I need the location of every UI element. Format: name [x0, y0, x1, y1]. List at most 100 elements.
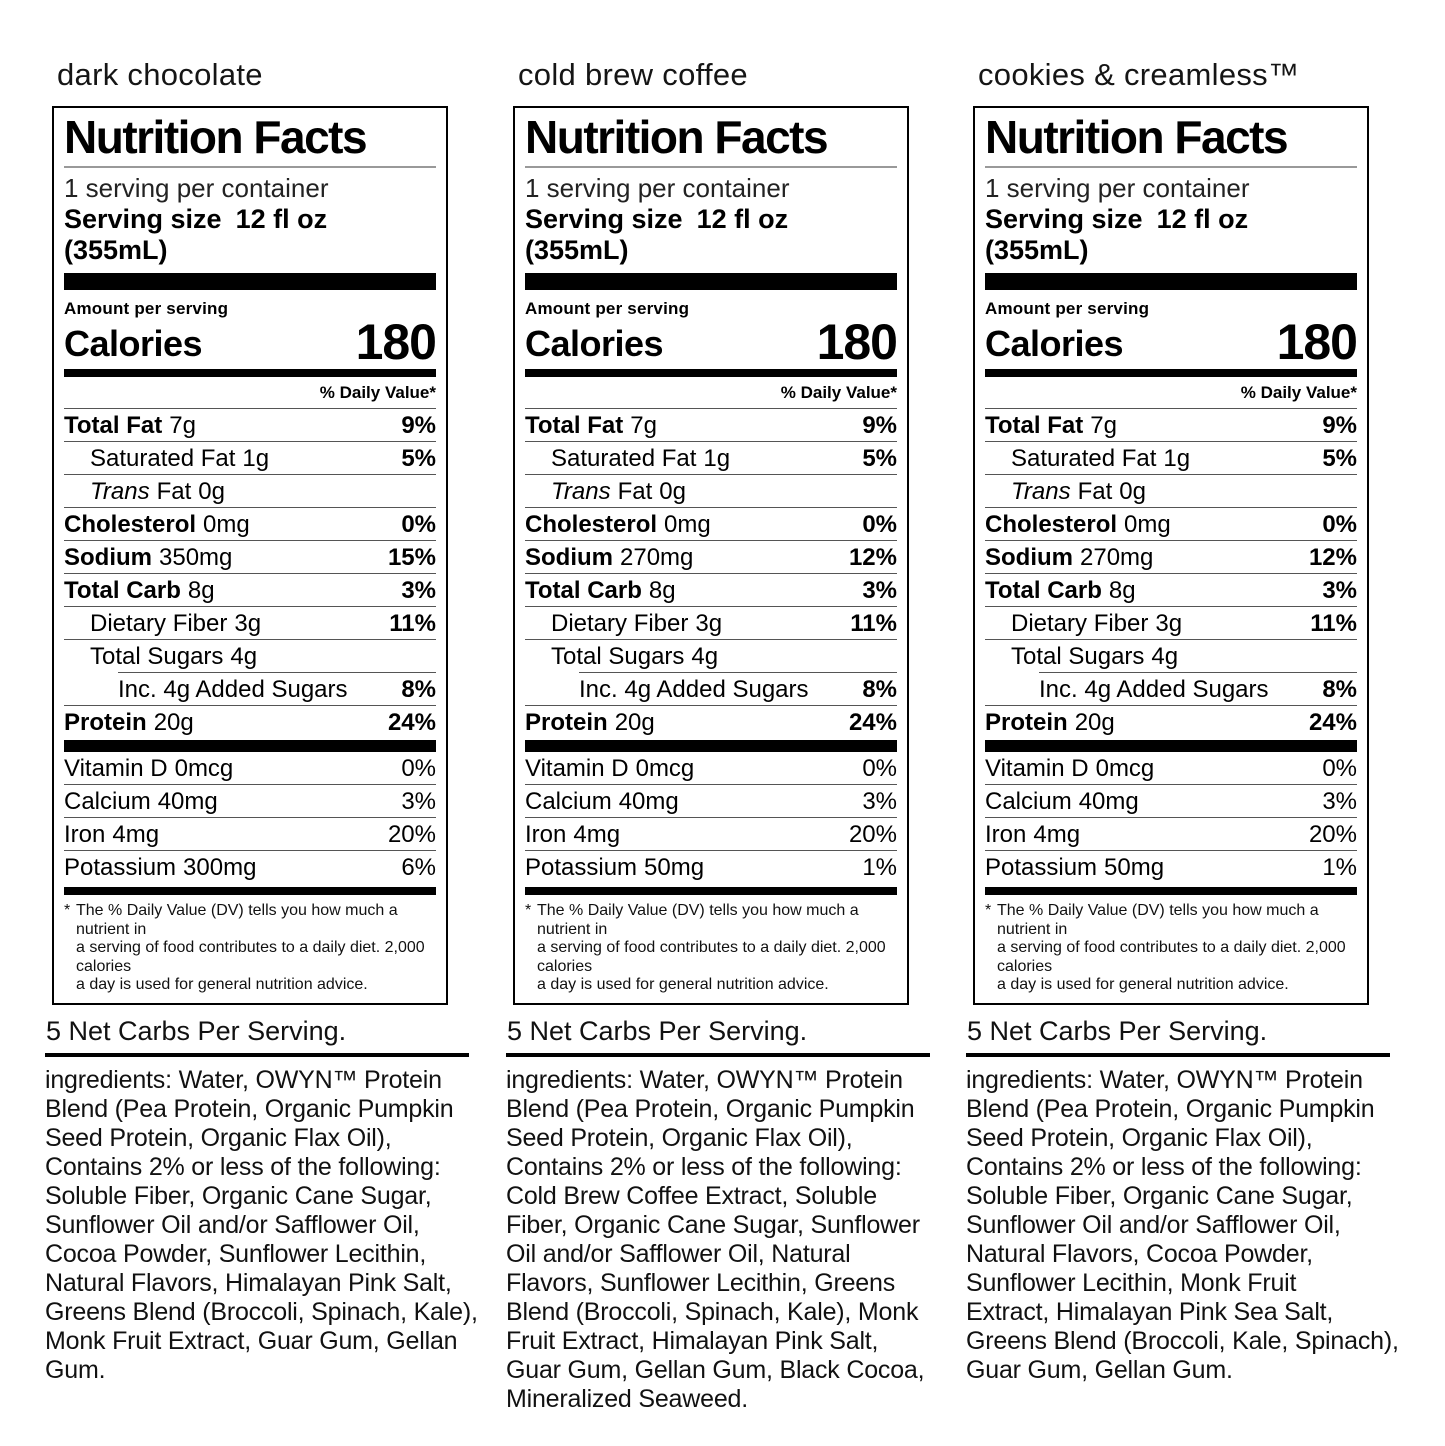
serving-size-row: Serving size 12 fl oz (355mL): [525, 203, 897, 273]
medium-divider-bar: [64, 369, 436, 377]
row-protein: Protein 20g 24%: [64, 705, 436, 738]
calories-row: Calories 180: [985, 314, 1358, 370]
row-total-fat: Total Fat 7g 9%: [525, 412, 897, 439]
row-sodium: Sodium 270mg 12%: [985, 540, 1357, 573]
serving-size-label: Serving size: [525, 204, 683, 234]
amount-per-serving-label: Amount per serving: [525, 299, 690, 318]
flavor-title: cold brew coffee: [518, 57, 748, 92]
row-calcium: Calcium 40mg 3%: [64, 784, 436, 817]
row-total-fat: Total Fat 7g 9%: [64, 412, 436, 439]
ingredients-text: ingredients: Water, OWYN™ Protein Blend …: [506, 1065, 925, 1413]
row-potassium: Potassium 50mg 1%: [525, 850, 897, 883]
nutrition-facts-title: Nutrition Facts: [64, 112, 436, 168]
row-trans-fat: Trans Fat 0g: [64, 474, 436, 507]
heavy-divider-bar: [64, 740, 436, 752]
serving-size-row: Serving size 12 fl oz (355mL): [985, 203, 1357, 273]
medium-divider-bar: [985, 369, 1357, 377]
serving-size-label: Serving size: [985, 204, 1143, 234]
row-total-carb: Total Carb 8g 3%: [985, 573, 1357, 606]
calories-row: Calories 180: [525, 314, 898, 370]
medium-divider-bar: [525, 369, 897, 377]
calories-value: 180: [1276, 314, 1358, 370]
row-sodium: Sodium 350mg 15%: [64, 540, 436, 573]
ingredients-text: ingredients: Water, OWYN™ Protein Blend …: [966, 1065, 1399, 1384]
calories-label: Calories: [64, 323, 203, 364]
daily-value-header: % Daily Value*: [64, 377, 436, 409]
nutrition-facts-box: Nutrition Facts 1 serving per container …: [513, 106, 909, 1005]
calories-row: Calories 180: [64, 314, 437, 370]
servings-per-container: 1 serving per container: [525, 173, 790, 203]
flavor-title: dark chocolate: [57, 57, 263, 92]
row-cholesterol: Cholesterol 0mg 0%: [64, 507, 436, 540]
calories-value: 180: [355, 314, 437, 370]
row-trans-fat: Trans Fat 0g: [985, 474, 1357, 507]
thick-divider-bar: [985, 273, 1357, 290]
row-calcium: Calcium 40mg 3%: [525, 784, 897, 817]
amount-per-serving-label: Amount per serving: [985, 299, 1150, 318]
daily-value-header: % Daily Value*: [985, 377, 1357, 409]
row-cholesterol: Cholesterol 0mg 0%: [985, 507, 1357, 540]
serving-size-label: Serving size: [64, 204, 222, 234]
net-carbs-underline: [45, 1052, 469, 1057]
row-total-fat: Total Fat 7g 9%: [985, 412, 1357, 439]
row-sodium: Sodium 270mg 12%: [525, 540, 897, 573]
row-protein: Protein 20g 24%: [985, 705, 1357, 738]
row-protein: Protein 20g 24%: [525, 705, 897, 738]
servings-per-container: 1 serving per container: [985, 173, 1250, 203]
row-vitamin-d: Vitamin D 0mcg 0%: [64, 755, 436, 782]
daily-value-header: % Daily Value*: [525, 377, 897, 409]
row-dietary-fiber: Dietary Fiber 3g 11%: [64, 606, 436, 639]
row-potassium: Potassium 300mg 6%: [64, 850, 436, 883]
row-vitamin-d: Vitamin D 0mcg 0%: [525, 755, 897, 782]
heavy-divider-bar: [985, 740, 1357, 752]
row-saturated-fat: Saturated Fat 1g 5%: [525, 441, 897, 474]
nutrition-facts-box: Nutrition Facts 1 serving per container …: [52, 106, 448, 1005]
row-iron: Iron 4mg 20%: [64, 817, 436, 850]
net-carbs-text: 5 Net Carbs Per Serving.: [967, 1015, 1268, 1046]
calories-label: Calories: [525, 323, 664, 364]
medium-divider-bar: [525, 887, 897, 895]
flavor-panel-cold-brew-coffee: cold brew coffee Nutrition Facts 1 servi…: [506, 56, 964, 1414]
row-iron: Iron 4mg 20%: [985, 817, 1357, 850]
row-total-sugars: Total Sugars 4g: [64, 639, 436, 672]
servings-per-container: 1 serving per container: [64, 173, 329, 203]
daily-value-footnote: * The % Daily Value (DV) tells you how mu…: [64, 902, 425, 993]
row-vitamin-d: Vitamin D 0mcg 0%: [985, 755, 1357, 782]
thick-divider-bar: [525, 273, 897, 290]
amount-per-serving-label: Amount per serving: [64, 299, 229, 318]
row-calcium: Calcium 40mg 3%: [985, 784, 1357, 817]
row-total-sugars: Total Sugars 4g: [525, 639, 897, 672]
nutrition-facts-box: Nutrition Facts 1 serving per container …: [973, 106, 1369, 1005]
row-added-sugars: Inc. 4g Added Sugars 8%: [1039, 672, 1357, 705]
nutrition-facts-title: Nutrition Facts: [985, 112, 1357, 168]
daily-value-footnote: * The % Daily Value (DV) tells you how mu…: [985, 902, 1346, 993]
net-carbs-text: 5 Net Carbs Per Serving.: [46, 1015, 347, 1046]
row-cholesterol: Cholesterol 0mg 0%: [525, 507, 897, 540]
row-total-carb: Total Carb 8g 3%: [64, 573, 436, 606]
flavor-panel-cookies-and-creamless: cookies & creamless™ Nutrition Facts 1 s…: [966, 56, 1424, 1385]
row-potassium: Potassium 50mg 1%: [985, 850, 1357, 883]
calories-value: 180: [816, 314, 898, 370]
net-carbs-text: 5 Net Carbs Per Serving.: [507, 1015, 808, 1046]
heavy-divider-bar: [525, 740, 897, 752]
ingredients-text: ingredients: Water, OWYN™ Protein Blend …: [45, 1065, 478, 1384]
medium-divider-bar: [64, 887, 436, 895]
row-total-sugars: Total Sugars 4g: [985, 639, 1357, 672]
serving-size-value: 12 fl oz (355mL): [525, 204, 789, 265]
serving-size-value: 12 fl oz (355mL): [985, 204, 1249, 265]
row-trans-fat: Trans Fat 0g: [525, 474, 897, 507]
nutrition-facts-title: Nutrition Facts: [525, 112, 897, 168]
medium-divider-bar: [985, 887, 1357, 895]
flavor-panel-dark-chocolate: dark chocolate Nutrition Facts 1 serving…: [45, 56, 503, 1385]
thick-divider-bar: [64, 273, 436, 290]
row-saturated-fat: Saturated Fat 1g 5%: [64, 441, 436, 474]
net-carbs-underline: [506, 1052, 930, 1057]
row-saturated-fat: Saturated Fat 1g 5%: [985, 441, 1357, 474]
net-carbs-underline: [966, 1052, 1390, 1057]
calories-label: Calories: [985, 323, 1124, 364]
row-iron: Iron 4mg 20%: [525, 817, 897, 850]
serving-size-value: 12 fl oz (355mL): [64, 204, 328, 265]
row-dietary-fiber: Dietary Fiber 3g 11%: [525, 606, 897, 639]
row-added-sugars: Inc. 4g Added Sugars 8%: [579, 672, 897, 705]
